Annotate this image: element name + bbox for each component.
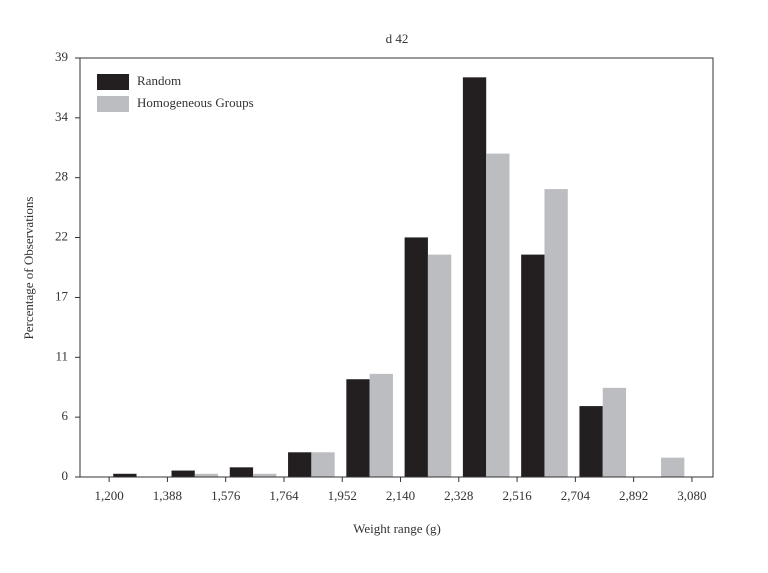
- y-axis-label: Percentage of Observations: [21, 197, 36, 340]
- y-tick-label: 0: [62, 468, 69, 483]
- y-tick-label: 6: [62, 408, 69, 423]
- x-axis-label: Weight range (g): [353, 521, 441, 536]
- chart-title: d 42: [386, 31, 409, 46]
- x-tick-label: 2,516: [502, 488, 532, 503]
- bar: [288, 452, 312, 477]
- bar: [404, 237, 428, 477]
- x-tick-label: 1,764: [269, 488, 299, 503]
- x-tick-label: 1,576: [211, 488, 241, 503]
- bar: [521, 254, 545, 477]
- bar: [661, 457, 685, 477]
- x-tick-label: 3,080: [677, 488, 706, 503]
- bar: [602, 387, 627, 477]
- legend-label: Homogeneous Groups: [137, 95, 254, 110]
- x-tick-label: 2,328: [444, 488, 473, 503]
- bar: [462, 77, 487, 477]
- bar: [369, 373, 393, 477]
- y-tick-label: 22: [55, 229, 68, 244]
- plot-frame: [79, 57, 714, 478]
- legend-label: Random: [137, 73, 181, 88]
- bar: [113, 473, 137, 477]
- bar: [194, 473, 219, 477]
- bar: [229, 467, 254, 477]
- bar: [486, 153, 510, 477]
- y-tick-label: 34: [55, 109, 69, 124]
- bar: [171, 470, 195, 477]
- x-tick-label: 1,952: [328, 488, 357, 503]
- bar: [253, 473, 277, 477]
- y-tick-label: 11: [55, 348, 68, 363]
- x-tick-label: 2,892: [619, 488, 648, 503]
- legend-swatch: [97, 96, 129, 112]
- bar: [579, 406, 603, 477]
- bar: [311, 452, 335, 477]
- y-tick-label: 28: [55, 169, 68, 184]
- bar: [427, 254, 452, 477]
- y-tick-label: 17: [55, 288, 69, 303]
- y-tick-label: 39: [55, 49, 68, 64]
- bar: [346, 379, 370, 477]
- x-tick-label: 2,140: [386, 488, 415, 503]
- x-tick-label: 1,200: [95, 488, 124, 503]
- x-tick-label: 1,388: [153, 488, 182, 503]
- x-tick-label: 2,704: [561, 488, 591, 503]
- bar: [544, 189, 568, 478]
- legend-swatch: [97, 74, 129, 90]
